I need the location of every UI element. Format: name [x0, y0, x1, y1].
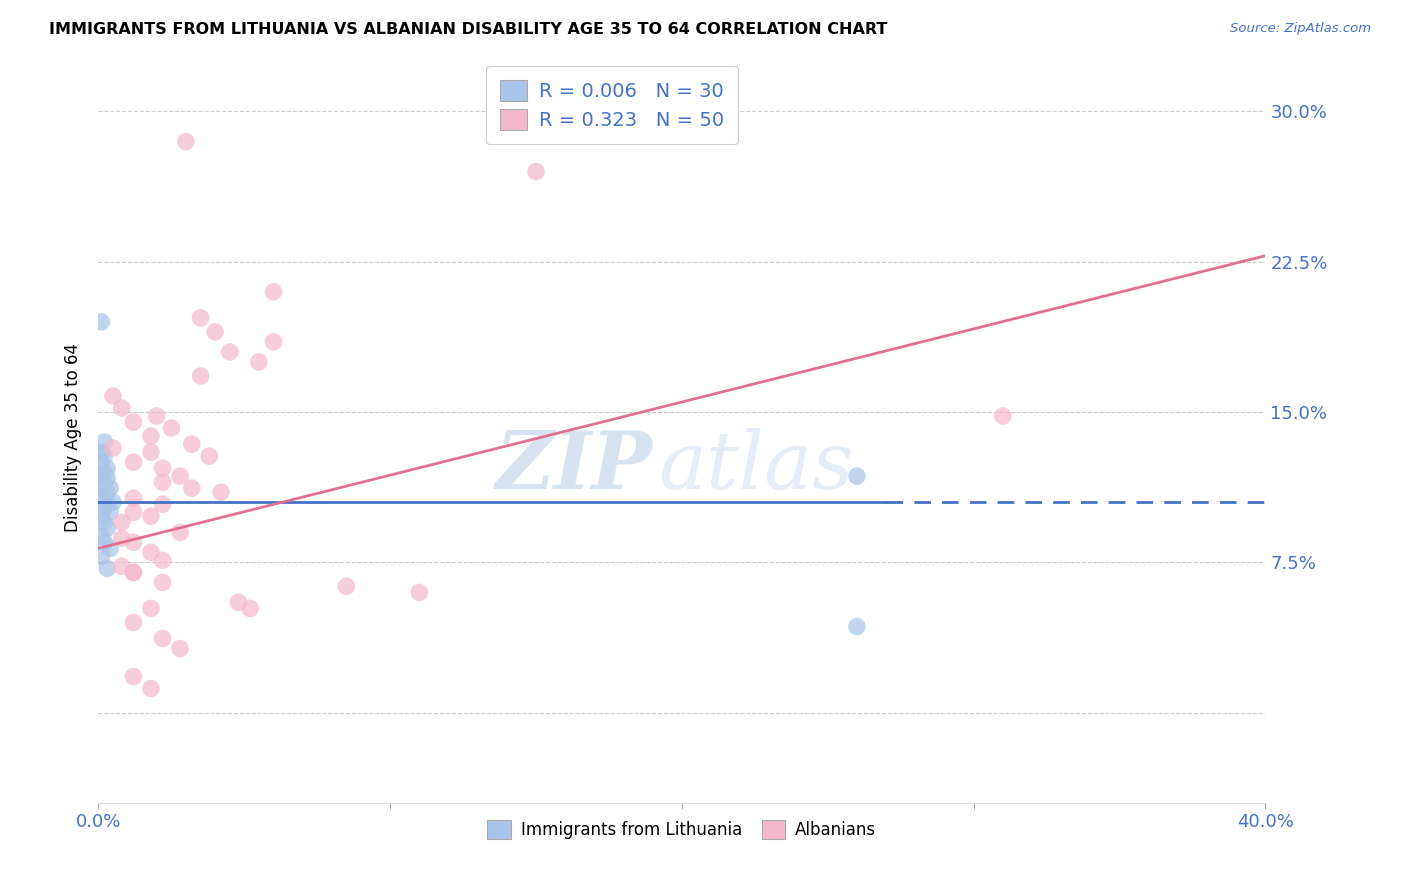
Point: [139, 445, 162, 459]
Point: [122, 615, 145, 630]
Point: [96, 471, 118, 485]
Point: [90, 445, 112, 459]
Point: [139, 601, 162, 615]
Point: [96, 561, 118, 575]
Point: [90, 529, 112, 543]
Point: [190, 368, 212, 383]
Text: IMMIGRANTS FROM LITHUANIA VS ALBANIAN DISABILITY AGE 35 TO 64 CORRELATION CHART: IMMIGRANTS FROM LITHUANIA VS ALBANIAN DI…: [49, 22, 887, 37]
Text: Source: ZipAtlas.com: Source: ZipAtlas.com: [1230, 22, 1371, 36]
Point: [146, 409, 169, 423]
Point: [139, 545, 162, 559]
Point: [335, 579, 357, 593]
Text: atlas: atlas: [658, 427, 853, 505]
Y-axis label: Disability Age 35 to 64: Disability Age 35 to 64: [63, 343, 82, 532]
Point: [174, 135, 197, 149]
Point: [111, 531, 134, 545]
Point: [139, 681, 162, 696]
Point: [111, 559, 134, 574]
Point: [111, 401, 134, 415]
Point: [122, 415, 145, 429]
Point: [209, 485, 232, 500]
Point: [228, 595, 250, 609]
Point: [90, 491, 112, 506]
Point: [101, 389, 124, 403]
Point: [190, 310, 212, 325]
Point: [93, 435, 115, 450]
Point: [96, 497, 118, 511]
Point: [96, 461, 118, 475]
Point: [122, 566, 145, 580]
Point: [111, 515, 134, 529]
Point: [98, 541, 121, 556]
Point: [169, 641, 191, 656]
Point: [846, 619, 869, 633]
Point: [524, 164, 547, 178]
Point: [139, 509, 162, 524]
Text: ZIP: ZIP: [496, 427, 652, 505]
Legend: Immigrants from Lithuania, Albanians: Immigrants from Lithuania, Albanians: [481, 814, 883, 846]
Point: [247, 355, 270, 369]
Point: [90, 509, 112, 524]
Point: [152, 497, 174, 511]
Point: [93, 489, 115, 503]
Point: [152, 632, 174, 646]
Point: [262, 334, 284, 349]
Point: [96, 521, 118, 535]
Point: [218, 345, 240, 359]
Point: [262, 285, 284, 299]
Point: [90, 479, 112, 493]
Point: [93, 515, 115, 529]
Point: [98, 481, 121, 495]
Point: [152, 553, 174, 567]
Point: [180, 437, 202, 451]
Point: [93, 501, 115, 516]
Point: [991, 409, 1014, 423]
Point: [93, 475, 115, 490]
Point: [90, 455, 112, 469]
Point: [408, 585, 430, 599]
Point: [101, 495, 124, 509]
Point: [152, 461, 174, 475]
Point: [98, 505, 121, 519]
Point: [198, 449, 221, 463]
Point: [160, 421, 183, 435]
Point: [152, 575, 174, 590]
Point: [122, 505, 145, 519]
Point: [204, 325, 226, 339]
Point: [122, 455, 145, 469]
Point: [122, 535, 145, 549]
Point: [180, 481, 202, 495]
Point: [122, 491, 145, 506]
Point: [93, 465, 115, 479]
Point: [90, 469, 112, 483]
Point: [239, 601, 262, 615]
Point: [169, 469, 191, 483]
Point: [90, 549, 112, 564]
Point: [169, 525, 191, 540]
Point: [152, 475, 174, 490]
Point: [93, 535, 115, 549]
Point: [101, 441, 124, 455]
Point: [122, 669, 145, 683]
Point: [93, 449, 115, 463]
Point: [139, 429, 162, 443]
Point: [846, 469, 869, 483]
Point: [96, 485, 118, 500]
Point: [122, 566, 145, 580]
Point: [90, 315, 112, 329]
